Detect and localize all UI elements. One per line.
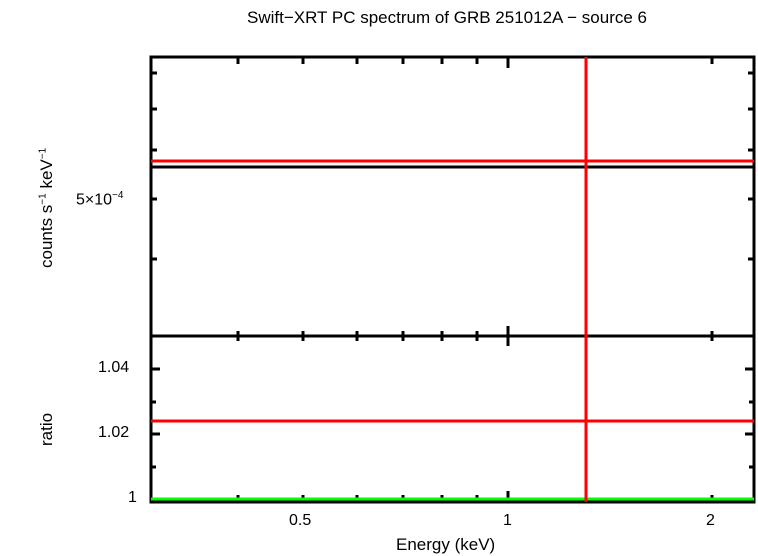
y-tick-1.04: 1.04 xyxy=(98,359,129,377)
tick-text: 1 xyxy=(503,512,512,529)
spectrum-y-label: counts s−1 keV−1 xyxy=(37,148,57,268)
spectrum-panel xyxy=(149,55,756,338)
tick-exponent: −4 xyxy=(112,190,124,201)
tick-text: 1 xyxy=(128,489,137,506)
chart-title: Swift−XRT PC spectrum of GRB 251012A − s… xyxy=(0,8,758,28)
tick-text: 2 xyxy=(706,512,715,529)
y-tick-1.02: 1.02 xyxy=(98,424,129,442)
x-axis-label: Energy (keV) xyxy=(396,535,495,555)
ylabel-exp1: −1 xyxy=(37,193,49,205)
y-tick-5e-4: 5×10−4 xyxy=(76,190,123,209)
ylabel-text: counts s xyxy=(37,204,56,268)
ylabel-unit: keV xyxy=(37,159,56,194)
x-tick-2: 2 xyxy=(706,512,715,530)
y-tick-1: 1 xyxy=(128,489,137,507)
ratio-panel xyxy=(149,334,756,504)
x-ticks xyxy=(236,57,714,502)
spectrum-y-ticks xyxy=(151,71,754,261)
tick-text: 0.5 xyxy=(289,512,312,529)
x-tick-1: 1 xyxy=(503,512,512,530)
ratio-y-label: ratio xyxy=(37,413,57,446)
tick-text: 1.02 xyxy=(98,424,130,441)
tick-text: 1.04 xyxy=(98,359,130,376)
tick-mantissa: 5×10 xyxy=(76,191,113,209)
ratio-label-text: ratio xyxy=(37,412,56,446)
x-tick-0.5: 0.5 xyxy=(289,512,311,530)
ratio-y-ticks xyxy=(151,367,754,501)
x-axis-label-text: Energy (keV) xyxy=(396,535,496,554)
ylabel-exp2: −1 xyxy=(37,147,49,160)
chart-title-text: Swift−XRT PC spectrum of GRB 251012A − s… xyxy=(246,8,647,27)
